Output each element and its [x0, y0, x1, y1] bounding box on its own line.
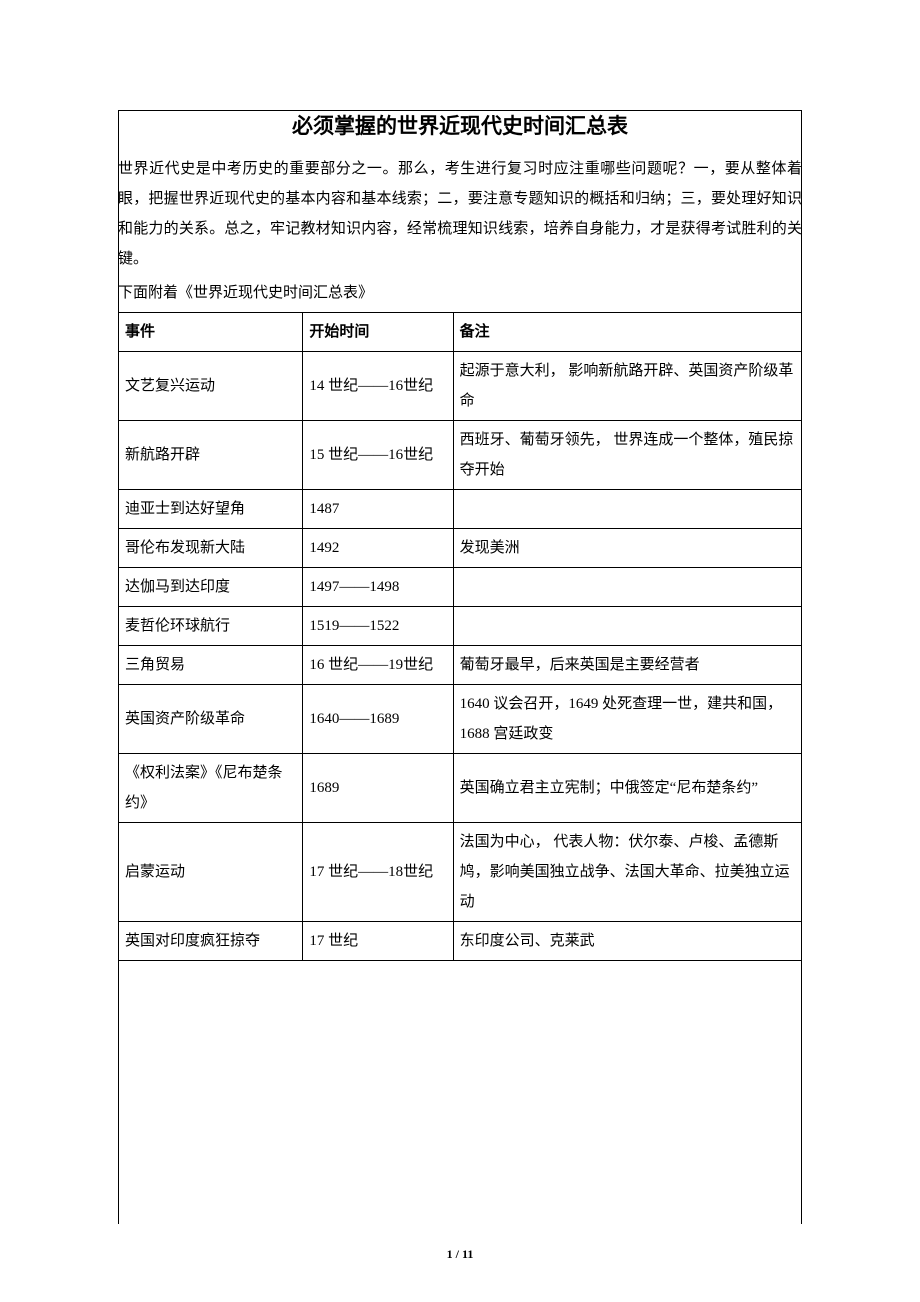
cell-note — [453, 568, 801, 607]
header-event: 事件 — [119, 313, 303, 352]
cell-note — [453, 490, 801, 529]
cell-event: 迪亚士到达好望角 — [119, 490, 303, 529]
cell-event: 英国对印度疯狂掠夺 — [119, 922, 303, 961]
cell-time: 1640——1689 — [303, 685, 453, 754]
table-body: 文艺复兴运动14 世纪——16世纪起源于意大利， 影响新航路开辟、英国资产阶级革… — [119, 352, 802, 961]
cell-note: 葡萄牙最早，后来英国是主要经营者 — [453, 646, 801, 685]
cell-note: 法国为中心， 代表人物：伏尔泰、卢梭、孟德斯鸠，影响美国独立战争、法国大革命、拉… — [453, 823, 801, 922]
table-row: 哥伦布发现新大陆1492发现美洲 — [119, 529, 802, 568]
cell-time: 15 世纪——16世纪 — [303, 421, 453, 490]
cell-event: 达伽马到达印度 — [119, 568, 303, 607]
table-row: 新航路开辟15 世纪——16世纪西班牙、葡萄牙领先， 世界连成一个整体，殖民掠夺… — [119, 421, 802, 490]
table-row: 麦哲伦环球航行1519——1522 — [119, 607, 802, 646]
table-row: 迪亚士到达好望角1487 — [119, 490, 802, 529]
cell-event: 三角贸易 — [119, 646, 303, 685]
table-row: 文艺复兴运动14 世纪——16世纪起源于意大利， 影响新航路开辟、英国资产阶级革… — [119, 352, 802, 421]
table-row: 达伽马到达印度1497——1498 — [119, 568, 802, 607]
history-table: 事件 开始时间 备注 文艺复兴运动14 世纪——16世纪起源于意大利， 影响新航… — [118, 312, 802, 961]
document-page: 必须掌握的世界近现代史时间汇总表 世界近代史是中考历史的重要部分之一。那么，考生… — [0, 0, 920, 1302]
attach-line: 下面附着《世界近现代史时间汇总表》 — [118, 278, 802, 308]
table-row: 启蒙运动17 世纪——18世纪法国为中心， 代表人物：伏尔泰、卢梭、孟德斯鸠，影… — [119, 823, 802, 922]
cell-event: 哥伦布发现新大陆 — [119, 529, 303, 568]
cell-time: 1492 — [303, 529, 453, 568]
page-number: 1 / 11 — [0, 1247, 920, 1262]
cell-time: 1487 — [303, 490, 453, 529]
cell-time: 17 世纪 — [303, 922, 453, 961]
cell-note: 发现美洲 — [453, 529, 801, 568]
cell-note: 西班牙、葡萄牙领先， 世界连成一个整体，殖民掠夺开始 — [453, 421, 801, 490]
table-row: 英国资产阶级革命1640——16891640 议会召开，1649 处死查理一世，… — [119, 685, 802, 754]
cell-time: 16 世纪——19世纪 — [303, 646, 453, 685]
table-row: 《权利法案》《尼布楚条约》1689英国确立君主立宪制；中俄签定“尼布楚条约” — [119, 754, 802, 823]
cell-time: 1497——1498 — [303, 568, 453, 607]
cell-note — [453, 607, 801, 646]
cell-time: 14 世纪——16世纪 — [303, 352, 453, 421]
cell-event: 启蒙运动 — [119, 823, 303, 922]
header-time: 开始时间 — [303, 313, 453, 352]
cell-event: 麦哲伦环球航行 — [119, 607, 303, 646]
cell-event: 《权利法案》《尼布楚条约》 — [119, 754, 303, 823]
cell-event: 新航路开辟 — [119, 421, 303, 490]
cell-time: 1519——1522 — [303, 607, 453, 646]
cell-note: 1640 议会召开，1649 处死查理一世，建共和国， 1688 宫廷政变 — [453, 685, 801, 754]
cell-note: 英国确立君主立宪制；中俄签定“尼布楚条约” — [453, 754, 801, 823]
cell-note: 东印度公司、克莱武 — [453, 922, 801, 961]
header-note: 备注 — [453, 313, 801, 352]
cell-note: 起源于意大利， 影响新航路开辟、英国资产阶级革命 — [453, 352, 801, 421]
cell-time: 17 世纪——18世纪 — [303, 823, 453, 922]
cell-event: 英国资产阶级革命 — [119, 685, 303, 754]
cell-time: 1689 — [303, 754, 453, 823]
intro-paragraph: 世界近代史是中考历史的重要部分之一。那么，考生进行复习时应注重哪些问题呢？一，要… — [118, 154, 802, 274]
table-row: 三角贸易16 世纪——19世纪葡萄牙最早，后来英国是主要经营者 — [119, 646, 802, 685]
table-row: 英国对印度疯狂掠夺17 世纪东印度公司、克莱武 — [119, 922, 802, 961]
cell-event: 文艺复兴运动 — [119, 352, 303, 421]
table-header-row: 事件 开始时间 备注 — [119, 313, 802, 352]
page-title: 必须掌握的世界近现代史时间汇总表 — [118, 110, 802, 140]
